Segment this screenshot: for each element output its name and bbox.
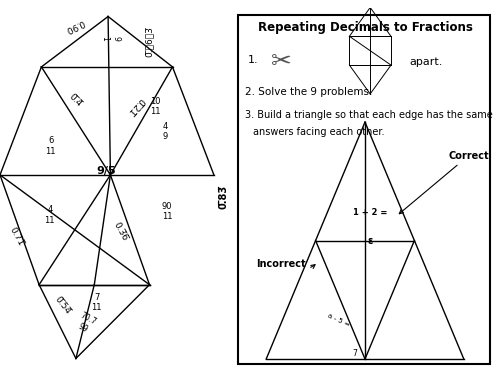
Text: 0.̅54̅: 0.̅54̅ (53, 295, 72, 316)
Text: Incorrect: Incorrect (256, 259, 315, 269)
FancyBboxPatch shape (238, 15, 490, 364)
Text: 0.90: 0.90 (64, 17, 86, 34)
Text: 1 + 2 =: 1 + 2 = (353, 208, 388, 217)
Text: 2. Solve the 9 problems.: 2. Solve the 9 problems. (246, 87, 373, 97)
Text: 3. Build a triangle so that each edge has the same: 3. Build a triangle so that each edge ha… (246, 111, 493, 120)
Text: Correct: Correct (400, 151, 489, 214)
Text: 7
11: 7 11 (92, 293, 102, 312)
Text: 70.7
99: 70.7 99 (74, 311, 98, 336)
Text: ✂: ✂ (272, 50, 292, 74)
Text: ε: ε (368, 237, 373, 246)
Text: 4
9: 4 9 (163, 122, 168, 141)
Text: 0.̅83̅: 0.̅83̅ (218, 184, 228, 209)
Text: 0.̅ͣ6ͣ3̅: 0.̅ͣ6ͣ3̅ (145, 26, 154, 57)
Text: answers facing each other.: answers facing each other. (253, 127, 384, 137)
Text: 10
11: 10 11 (150, 97, 160, 116)
Text: 0.7̅1̅: 0.7̅1̅ (8, 226, 25, 248)
Text: 6
11: 6 11 (46, 136, 56, 156)
Text: a - 5 =: a - 5 = (327, 313, 351, 328)
Text: 0.̅4̅: 0.̅4̅ (68, 92, 84, 108)
Text: Repeating Decimals to Fractions: Repeating Decimals to Fractions (258, 21, 472, 34)
Text: 0.̅21̅: 0.̅21̅ (126, 95, 146, 116)
Text: 9/5: 9/5 (96, 166, 116, 176)
Text: 90
11: 90 11 (162, 202, 172, 221)
Text: apart.: apart. (409, 57, 442, 67)
Text: 0.3̅6̅: 0.3̅6̅ (111, 220, 129, 242)
Text: 7: 7 (352, 349, 357, 358)
Text: 9
1: 9 1 (100, 36, 120, 40)
Text: 4
11: 4 11 (44, 206, 55, 225)
Text: 1.: 1. (248, 55, 258, 65)
